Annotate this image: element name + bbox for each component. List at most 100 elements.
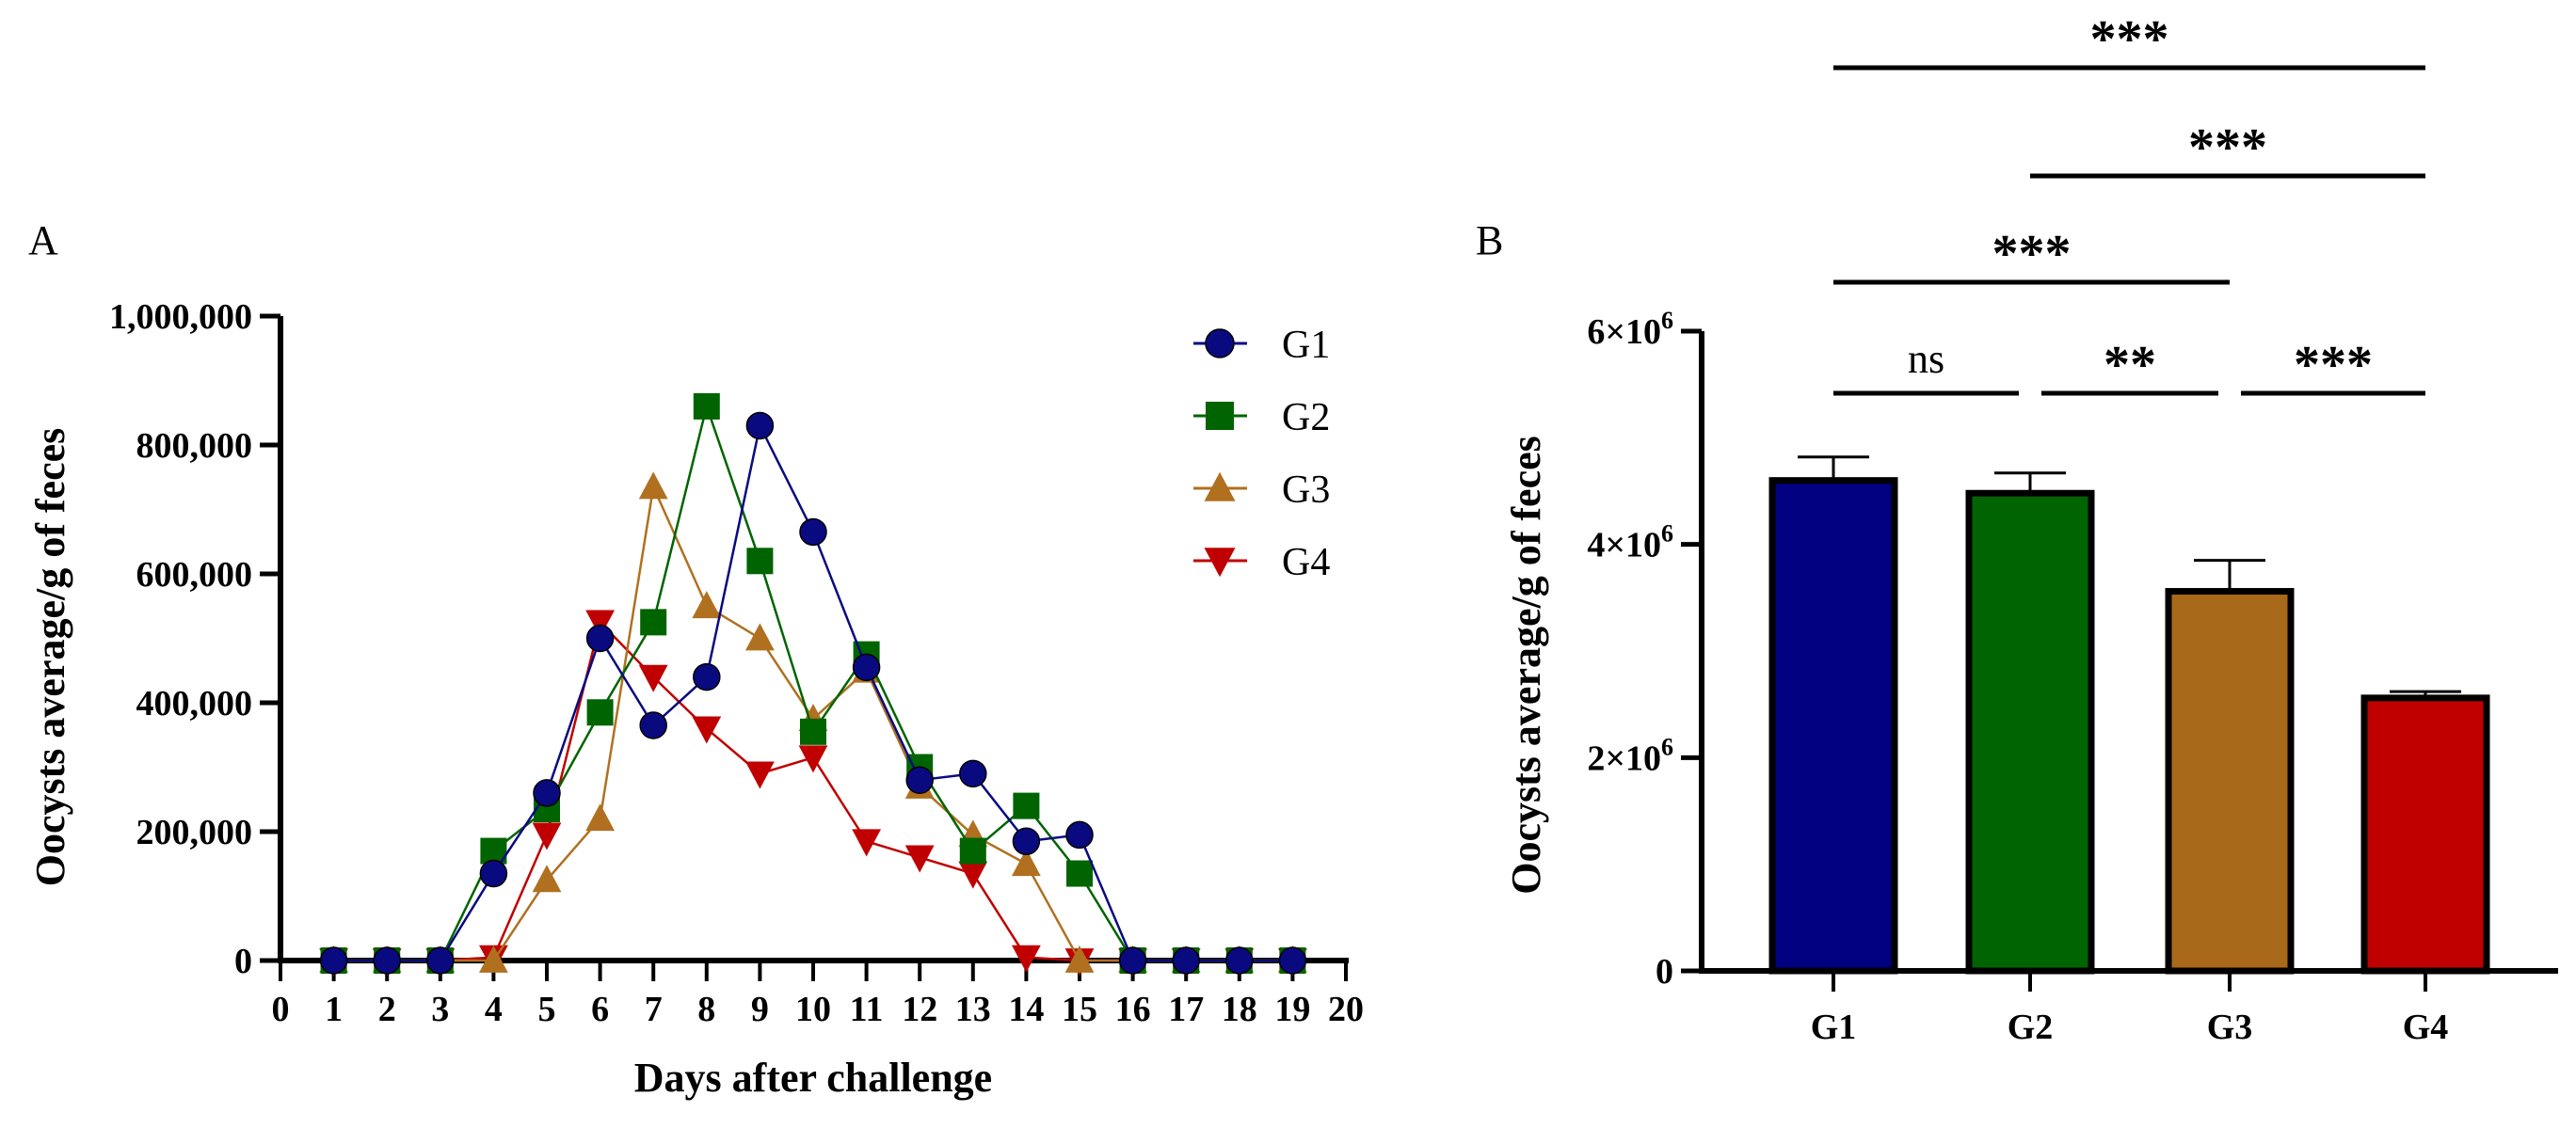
x-tick-label: 14	[1008, 990, 1044, 1029]
significance-g1-g3: ***	[1833, 225, 2230, 285]
x-tick-label: 18	[1222, 990, 1257, 1029]
data-point-g4	[852, 829, 881, 857]
y-tick-label: 800,000	[136, 426, 253, 466]
data-point-g4	[904, 845, 935, 873]
x-tick-label: 7	[645, 990, 663, 1029]
data-point-g3	[479, 945, 508, 973]
x-tick-label: 3	[431, 990, 449, 1029]
data-point-g1	[745, 411, 775, 440]
bar-group-g4	[2360, 690, 2490, 975]
data-point-g4	[585, 610, 615, 638]
significance-g1-g2: ns	[1833, 336, 2019, 396]
series-g1	[319, 411, 1307, 975]
data-point-g3	[532, 865, 562, 893]
x-tick-label: 16	[1115, 990, 1151, 1029]
data-point-g1	[693, 662, 721, 691]
x-tick-label: 20	[1328, 990, 1364, 1029]
data-point-g4	[798, 745, 828, 773]
significance-label: ***	[2188, 119, 2267, 177]
bar-g3	[2165, 588, 2295, 975]
data-point-g1	[319, 946, 348, 975]
data-point-g2	[693, 392, 720, 420]
data-point-g3	[745, 623, 775, 651]
data-point-g4	[745, 761, 775, 789]
data-point-g1	[639, 711, 667, 739]
significance-label: ***	[2090, 10, 2169, 69]
x-tick-label-g3: G3	[2207, 1008, 2253, 1047]
legend-marker-g1	[1205, 328, 1235, 358]
panel-label-a: A	[28, 217, 58, 263]
bar-group-g1	[1768, 455, 1898, 975]
y-tick-label: 200,000	[136, 813, 253, 852]
significance-label: ***	[2294, 336, 2373, 394]
legend-label-g4: G4	[1282, 541, 1330, 584]
x-axis-title: Days after challenge	[634, 1055, 992, 1101]
data-point-g1	[799, 517, 827, 547]
bar-g4	[2360, 694, 2490, 975]
y-tick-label: 0	[1656, 952, 1673, 992]
panel-a-line-chart: A 0 200,000 400,000 600,000 800,000 1,000,000 0…	[27, 217, 1364, 1101]
x-tick-label: 8	[697, 990, 715, 1029]
significance-label: ns	[1908, 336, 1944, 382]
x-tick-label-g2: G2	[2008, 1008, 2054, 1047]
legend-marker-g2	[1206, 402, 1234, 430]
y-tick-label: 0	[234, 942, 252, 981]
x-tick-label: 19	[1274, 990, 1310, 1029]
data-point-g2	[1066, 860, 1093, 887]
x-tick-label: 6	[591, 990, 609, 1029]
legend-label-g1: G1	[1282, 324, 1330, 367]
y-tick-label: 2×106	[1587, 733, 1673, 778]
panel-label-b: B	[1476, 217, 1503, 263]
legend-label-g3: G3	[1282, 469, 1330, 512]
data-point-g4	[692, 716, 722, 744]
bar-g1	[1768, 477, 1898, 975]
data-point-g2	[586, 699, 614, 726]
x-tick-label: 5	[538, 990, 556, 1029]
data-point-g1	[1012, 827, 1041, 856]
x-tick-label: 10	[795, 990, 831, 1029]
x-tick-label: 12	[902, 990, 937, 1029]
data-point-g1	[373, 946, 401, 975]
data-point-g1	[585, 624, 615, 653]
data-point-g3	[638, 471, 668, 500]
y-tick-label: 600,000	[136, 555, 253, 595]
legend-marker-g3	[1204, 471, 1236, 501]
data-point-g2	[746, 548, 774, 575]
data-point-g1	[852, 653, 881, 682]
data-point-g2	[640, 609, 667, 636]
x-tick-label-g4: G4	[2403, 1008, 2449, 1047]
x-tick-label: 13	[955, 990, 991, 1029]
series-g2	[320, 392, 1306, 974]
bar-g2	[1965, 489, 2095, 975]
series-line-g2	[333, 402, 1293, 962]
data-point-g1	[1118, 946, 1147, 975]
data-point-g1	[959, 759, 987, 788]
x-tick-label: 17	[1168, 990, 1204, 1029]
significance-label: **	[2104, 336, 2156, 394]
data-point-g1	[1278, 946, 1307, 975]
significance-g1-g4: ***	[1833, 10, 2425, 71]
series-g4	[319, 610, 1307, 977]
data-point-g3	[692, 591, 722, 619]
legend: G1 G2 G3 G4	[1193, 324, 1330, 584]
series-line-g1	[333, 421, 1293, 962]
bar-group-g3	[2165, 559, 2295, 975]
legend-marker-g4	[1204, 548, 1236, 578]
x-tick-label: 11	[850, 990, 884, 1029]
x-tick-label: 2	[378, 990, 396, 1029]
data-point-g3	[1064, 945, 1095, 973]
x-tick-label: 1	[325, 990, 343, 1029]
data-point-g4	[1012, 945, 1041, 973]
data-point-g4	[532, 822, 562, 850]
data-point-g1	[479, 859, 508, 888]
data-point-g3	[585, 803, 615, 832]
data-point-g2	[800, 718, 826, 745]
data-point-g1	[533, 779, 561, 807]
data-point-g4	[958, 861, 988, 889]
y-axis-title: Oocysts average/g of feces	[1503, 436, 1549, 894]
data-point-g1	[1225, 946, 1254, 975]
y-tick-label: 1,000,000	[109, 297, 252, 337]
data-point-g1	[1172, 946, 1200, 975]
significance-g2-g3: **	[2041, 336, 2218, 396]
